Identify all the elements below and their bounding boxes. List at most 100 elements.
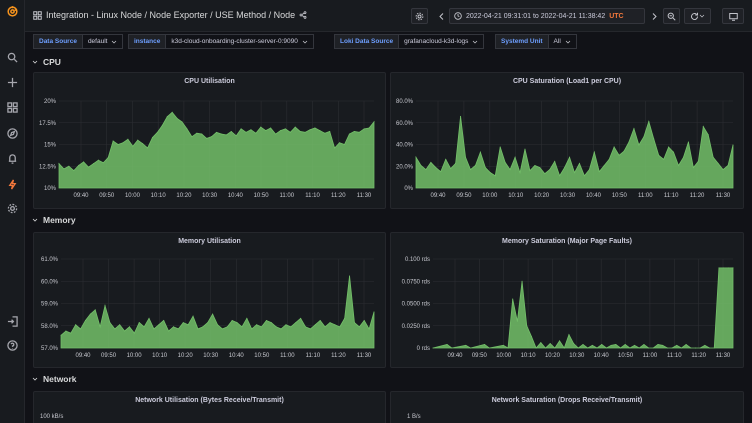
data-point <box>608 158 610 160</box>
variable-select[interactable]: default <box>82 34 124 49</box>
data-point <box>353 130 355 132</box>
series-area <box>60 275 375 349</box>
x-tick-label: 10:20 <box>178 353 194 359</box>
data-point <box>153 328 155 330</box>
data-point <box>260 126 262 128</box>
data-point <box>470 347 471 349</box>
x-tick-label: 10:40 <box>586 193 602 199</box>
data-point <box>524 148 526 150</box>
breadcrumb: Integration - Linux Node / Node Exporter… <box>33 10 307 20</box>
search-icon[interactable] <box>5 50 20 65</box>
row-network[interactable]: Network <box>32 372 77 386</box>
variable-label: Loki Data Source <box>334 34 400 49</box>
data-point <box>643 343 645 345</box>
panel-cpu-utilisation[interactable]: CPU Utilisation 10% 12.5% 15% 17.5% 20% 09:40… <box>33 72 386 209</box>
data-point <box>440 171 442 173</box>
panel-network-utilisation[interactable]: Network Utilisation (Bytes Receive/Trans… <box>33 391 386 423</box>
variable-select[interactable]: k3d-cloud-onboarding-cluster-server-0:90… <box>166 34 314 49</box>
explore-icon[interactable] <box>5 126 20 141</box>
chevron-left-icon <box>439 12 444 20</box>
variable-select[interactable]: grafanacloud-k3d-logs <box>399 34 485 49</box>
timezone-label: UTC <box>609 12 624 20</box>
time-shift-forward-button[interactable] <box>647 8 661 24</box>
x-tick-label: 10:00 <box>127 353 143 359</box>
alerting-icon[interactable] <box>5 151 20 166</box>
variable-value: grafanacloud-k3d-logs <box>404 38 469 45</box>
variable-label: instance <box>128 34 167 49</box>
y-tick-label: 80.0% <box>396 99 414 105</box>
data-point <box>314 127 316 129</box>
data-point <box>201 133 203 135</box>
data-point <box>519 172 521 174</box>
data-point <box>58 163 60 165</box>
data-point <box>181 121 183 123</box>
x-tick-label: 09:50 <box>472 353 488 359</box>
data-point <box>324 132 326 134</box>
data-point <box>225 134 227 136</box>
data-point <box>265 319 267 321</box>
grafana-logo-icon[interactable] <box>5 4 20 19</box>
data-point <box>319 130 321 132</box>
x-tick-label: 09:40 <box>75 353 91 359</box>
x-tick-label: 09:50 <box>101 353 117 359</box>
data-point <box>638 347 640 349</box>
data-point <box>94 309 96 311</box>
time-range-picker[interactable]: 2022-04-21 09:31:01 to 2022-04-21 11:38:… <box>449 8 645 24</box>
zoom-out-button[interactable] <box>663 8 680 24</box>
x-tick-label: 11:20 <box>331 193 346 199</box>
data-point <box>509 169 511 171</box>
data-point <box>618 154 620 156</box>
panel-memory-saturation[interactable]: Memory Saturation (Major Page Faults) 0 … <box>390 232 744 368</box>
panel-memory-utilisation[interactable]: Memory Utilisation 57.0% 58.0% 59.0% 60.0% 6… <box>33 232 386 368</box>
variable-loki-data-source: Loki Data Source grafanacloud-k3d-logs <box>334 34 485 49</box>
data-point <box>363 128 365 130</box>
dashboards-icon[interactable] <box>5 100 20 115</box>
data-point <box>569 156 571 158</box>
data-point <box>545 347 546 349</box>
time-shift-back-button[interactable] <box>433 8 450 24</box>
dashboard-title[interactable]: Integration - Linux Node / Node Exporter… <box>46 10 296 20</box>
row-memory[interactable]: Memory <box>32 213 76 227</box>
chevron-down-icon <box>699 14 705 18</box>
lightning-icon[interactable] <box>5 177 20 192</box>
plus-icon[interactable] <box>5 75 20 90</box>
refresh-button[interactable] <box>684 8 711 24</box>
data-point <box>133 332 135 334</box>
data-point <box>628 141 630 143</box>
x-tick-label: 11:10 <box>664 193 679 199</box>
variable-select[interactable]: All <box>548 34 577 49</box>
chevron-down-icon <box>32 218 38 222</box>
data-point <box>270 322 272 324</box>
tv-mode-button[interactable] <box>722 8 744 24</box>
data-point <box>138 322 140 324</box>
zoom-out-icon <box>667 12 676 21</box>
sign-in-icon[interactable] <box>5 314 20 329</box>
variable-label: Data Source <box>33 34 83 49</box>
data-point <box>211 136 213 138</box>
y-tick-label: 40.0% <box>396 143 414 149</box>
help-icon[interactable] <box>5 338 20 353</box>
x-tick-label: 10:40 <box>229 353 245 359</box>
data-point <box>465 344 467 346</box>
settings-button[interactable] <box>411 8 428 24</box>
panel-network-saturation[interactable]: Network Saturation (Drops Receive/Transm… <box>390 391 744 423</box>
data-point <box>191 136 193 138</box>
data-point <box>294 126 296 128</box>
data-point <box>75 324 77 326</box>
panel-cpu-saturation[interactable]: CPU Saturation (Load1 per CPU) 0% 20.0% 40… <box>390 72 744 209</box>
gear-icon[interactable] <box>5 201 20 216</box>
data-point <box>60 334 62 336</box>
data-point <box>455 162 457 164</box>
data-point <box>598 171 600 173</box>
data-point <box>245 131 247 133</box>
data-point <box>334 324 336 326</box>
data-point <box>353 322 355 324</box>
data-point <box>615 343 617 345</box>
data-point <box>507 347 509 349</box>
data-point <box>460 115 462 117</box>
share-icon[interactable] <box>299 11 307 19</box>
row-cpu[interactable]: CPU <box>32 55 61 69</box>
data-point <box>521 280 523 282</box>
data-point <box>690 347 692 349</box>
